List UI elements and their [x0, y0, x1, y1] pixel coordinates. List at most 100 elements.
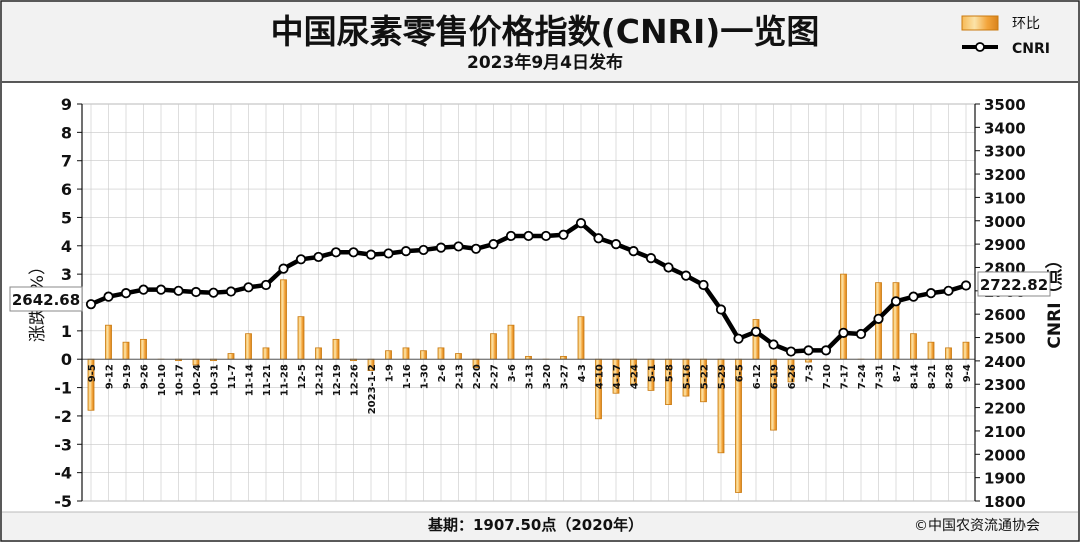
cnri-point	[575, 218, 587, 229]
cnri-point	[925, 288, 937, 299]
x-tick-label: 6-26	[787, 364, 798, 389]
bar-mark	[105, 324, 112, 360]
x-tick-label: 12-5	[297, 364, 308, 389]
x-tick-label: 8-21	[927, 364, 938, 389]
cnri-point	[208, 287, 219, 298]
x-tick-label: 4-10	[595, 364, 606, 389]
cnri-point	[470, 243, 482, 254]
cnri-point	[453, 241, 464, 252]
x-tick-label: 3-6	[507, 364, 518, 382]
x-tick-label: 10-31	[210, 364, 221, 396]
right-tick-label: 1900	[984, 470, 1026, 488]
bar-mark	[507, 324, 515, 360]
left-tick-label: -3	[54, 435, 72, 454]
bar-mark	[490, 333, 497, 360]
first-value-callout: 2642.68	[9, 286, 83, 312]
cnri-point	[103, 291, 114, 302]
cnri-point	[348, 247, 359, 258]
bar-mark	[892, 282, 900, 360]
right-tick-label: 2500	[984, 330, 1026, 348]
x-tick-label: 2-20	[472, 364, 483, 389]
last-value-label: 2722.82	[980, 276, 1048, 294]
right-tick-label: 2000	[984, 446, 1026, 464]
header-band	[2, 2, 1078, 82]
copyright-credit: ©中国农资流通协会	[914, 518, 1040, 534]
bar-mark	[910, 333, 917, 360]
cnri-point	[645, 253, 657, 264]
cnri-point	[155, 284, 167, 295]
x-tick-label: 9-4	[962, 364, 973, 382]
cnri-point	[435, 242, 447, 253]
x-tick-label: 4-17	[612, 364, 623, 389]
left-tick-label: 7	[61, 152, 72, 171]
right-tick-label: 3400	[984, 119, 1026, 137]
cnri-point	[173, 285, 184, 296]
cnri-point	[750, 326, 762, 337]
legend-line-marker	[975, 42, 985, 52]
cnri-point	[278, 263, 289, 274]
x-tick-label: 6-19	[770, 364, 781, 389]
right-tick-label: 3100	[984, 189, 1026, 207]
x-tick-label: 1-30	[420, 364, 431, 389]
left-tick-label: 6	[61, 180, 72, 199]
x-tick-label: 7-24	[857, 364, 868, 389]
bar-mark	[280, 279, 287, 360]
x-tick-label: 1-9	[385, 364, 396, 382]
line-series	[85, 218, 972, 357]
cnri-point	[383, 248, 394, 259]
bar-mark	[315, 347, 322, 360]
cnri-point	[803, 345, 814, 356]
x-tick-label: 9-12	[105, 364, 116, 389]
x-tick-label: 11-21	[262, 364, 273, 396]
x-tick-label: 4-3	[577, 364, 588, 382]
cnri-point	[873, 313, 884, 324]
cnri-point	[260, 279, 272, 291]
bar-mark	[297, 316, 305, 360]
chart-subtitle: 2023年9月4日发布	[467, 52, 623, 73]
x-tick-label: 9-5	[87, 364, 98, 382]
right-tick-label: 2200	[984, 400, 1026, 418]
x-tick-label: 2023-1-2	[367, 364, 378, 414]
x-tick-label: 5-29	[717, 364, 728, 389]
x-tick-label: 6-12	[752, 364, 763, 389]
bar-mark	[420, 350, 427, 360]
cnri-point	[295, 254, 307, 265]
x-tick-label: 12-19	[332, 364, 343, 396]
cnri-point	[680, 270, 692, 281]
cnri-point	[768, 339, 779, 350]
x-tick-label: 4-24	[630, 364, 641, 389]
bar-mark	[840, 273, 847, 360]
bar-mark	[455, 353, 462, 360]
footer-band	[2, 512, 1078, 540]
right-tick-label: 3500	[984, 96, 1026, 114]
right-tick-label: 2600	[984, 306, 1026, 324]
x-tick-label: 10-17	[175, 364, 186, 396]
left-tick-label: 0	[61, 350, 72, 369]
left-tick-label: 1	[61, 322, 72, 341]
cnri-point	[313, 251, 324, 263]
cnri-point	[225, 286, 237, 297]
bar-mark	[962, 341, 970, 360]
right-tick-label: 3300	[984, 143, 1026, 161]
x-tick-label: 2-13	[455, 364, 466, 389]
x-tick-label: 5-16	[682, 364, 693, 389]
right-tick-label: 3200	[984, 166, 1026, 184]
base-period-note: 基期：1907.50点（2020年）	[427, 516, 643, 534]
x-tick-label: 2-27	[490, 364, 501, 389]
last-value-box	[977, 271, 1051, 297]
x-tick-label: 7-10	[822, 364, 833, 389]
left-tick-label: -2	[54, 407, 72, 426]
cnri-point	[120, 288, 132, 299]
bar-mark	[227, 353, 235, 360]
x-tick-label: 8-28	[945, 364, 956, 389]
x-tick-label: 7-3	[805, 364, 816, 382]
x-tick-label: 1-16	[402, 364, 413, 389]
bar-mark	[385, 350, 392, 360]
bar-mark	[402, 347, 410, 360]
right-tick-label: 2900	[984, 236, 1026, 254]
x-tick-label: 7-31	[875, 364, 886, 389]
cnri-point	[715, 304, 727, 315]
cnri-point	[400, 246, 412, 257]
first-value-label: 2642.68	[12, 291, 80, 309]
first-value-box	[9, 286, 83, 312]
